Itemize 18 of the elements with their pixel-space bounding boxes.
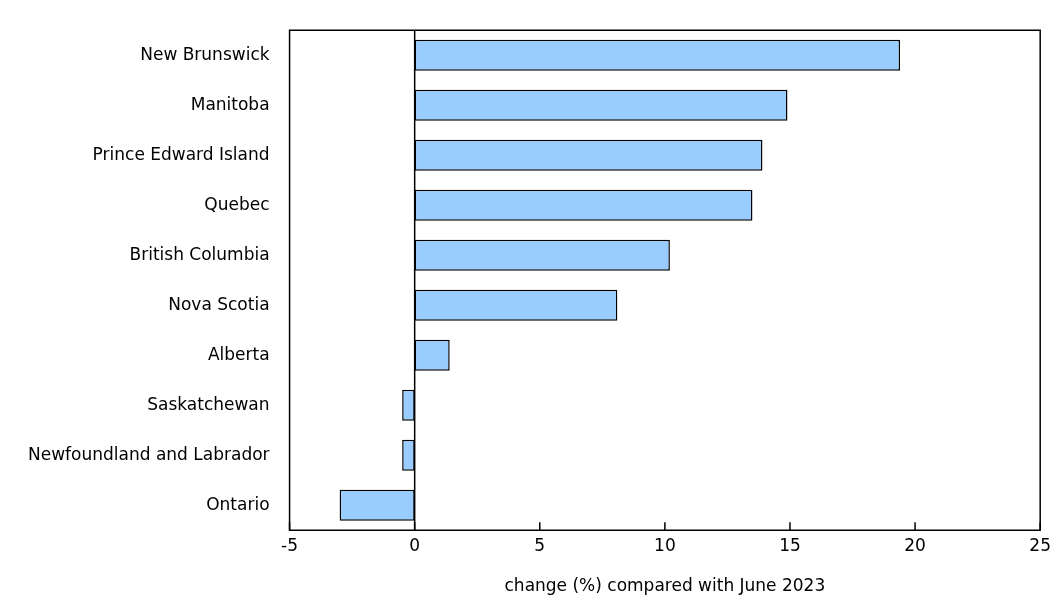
x-tick-label: 15 xyxy=(779,534,801,555)
x-tick-label: 0 xyxy=(409,534,421,555)
y-tick-label: Manitoba xyxy=(190,93,270,114)
x-tick-label: 5 xyxy=(534,534,546,555)
y-tick-label: Newfoundland and Labrador xyxy=(27,443,270,464)
y-tick-label: Quebec xyxy=(204,193,270,214)
y-tick-label: British Columbia xyxy=(129,243,270,264)
x-tick-label: 10 xyxy=(654,534,676,555)
y-tick-label: New Brunswick xyxy=(140,43,270,64)
x-tick-label: 20 xyxy=(904,534,926,555)
y-tick-label: Saskatchewan xyxy=(147,393,270,414)
y-tick-label: Ontario xyxy=(206,493,270,514)
y-tick-label: Alberta xyxy=(207,343,270,364)
y-tick-label: Nova Scotia xyxy=(168,293,270,314)
x-tick-label: 25 xyxy=(1029,534,1051,555)
x-tick-label: -5 xyxy=(281,534,299,555)
y-tick-label: Prince Edward Island xyxy=(92,143,270,164)
x-axis-title: change (%) compared with June 2023 xyxy=(504,575,826,596)
